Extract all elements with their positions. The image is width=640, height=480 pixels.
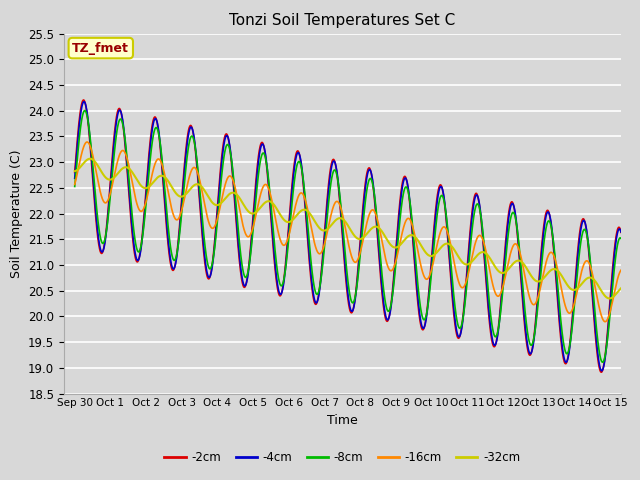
Y-axis label: Soil Temperature (C): Soil Temperature (C) [10,149,22,278]
Title: Tonzi Soil Temperatures Set C: Tonzi Soil Temperatures Set C [229,13,456,28]
Legend: -2cm, -4cm, -8cm, -16cm, -32cm: -2cm, -4cm, -8cm, -16cm, -32cm [160,446,525,469]
Text: TZ_fmet: TZ_fmet [72,42,129,55]
X-axis label: Time: Time [327,414,358,427]
